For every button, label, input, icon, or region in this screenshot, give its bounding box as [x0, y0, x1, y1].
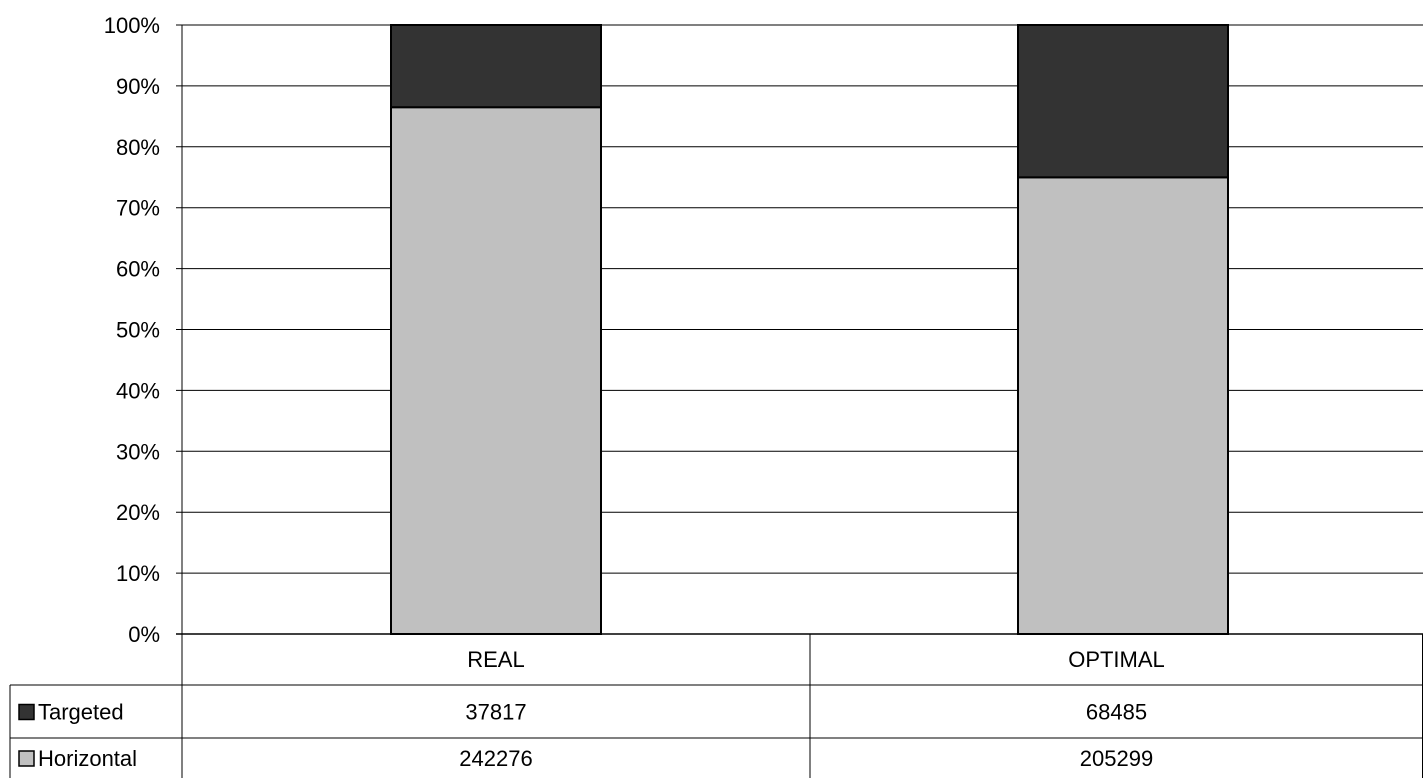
y-tick-label: 20%	[116, 500, 160, 525]
table-cell-value: 242276	[459, 746, 532, 771]
y-tick-label: 40%	[116, 378, 160, 403]
category-label: REAL	[467, 647, 524, 672]
table-cell-value: 205299	[1080, 746, 1153, 771]
table-cell-value: 68485	[1086, 700, 1147, 725]
bar-segment-targeted-optimal	[1017, 24, 1229, 179]
y-axis-tick-labels: 0% 10% 20% 30% 40% 50% 60% 70% 80% 90% 100%	[104, 13, 160, 647]
y-tick-label: 100%	[104, 13, 160, 38]
y-tick-label: 80%	[116, 135, 160, 160]
bars	[390, 24, 1229, 635]
y-tick-label: 10%	[116, 561, 160, 586]
y-tick-label: 0%	[128, 622, 160, 647]
bar-segment-horizontal-real	[390, 106, 602, 635]
table-cell-value: 37817	[465, 700, 526, 725]
bar-segment-horizontal-optimal	[1017, 176, 1229, 635]
legend-label-horizontal: Horizontal	[38, 746, 137, 771]
legend-label-targeted: Targeted	[38, 700, 124, 725]
legend-swatch-horizontal	[18, 750, 35, 767]
gridlines	[176, 24, 1423, 635]
axes	[176, 25, 1423, 778]
legend-swatch-targeted	[18, 703, 35, 721]
y-tick-label: 70%	[116, 196, 160, 221]
data-table: REAL OPTIMAL Targeted 37817 68485 Horizontal 2…	[9, 634, 1423, 778]
category-label: OPTIMAL	[1068, 647, 1165, 672]
y-tick-label: 90%	[116, 74, 160, 99]
bar-segment-targeted-real	[390, 24, 602, 109]
y-tick-label: 30%	[116, 439, 160, 464]
y-tick-label: 60%	[116, 257, 160, 282]
y-tick-label: 50%	[116, 318, 160, 343]
